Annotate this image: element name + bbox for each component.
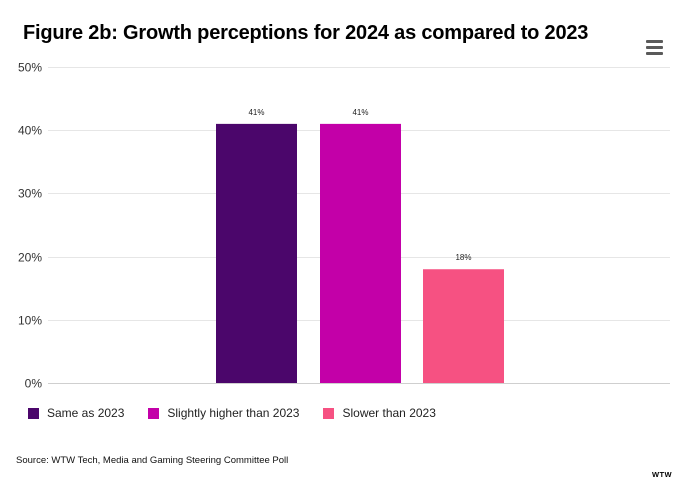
legend-item[interactable]: Slower than 2023 <box>323 406 436 420</box>
hamburger-menu-icon-line <box>646 46 663 49</box>
y-tick-label: 20% <box>18 251 42 265</box>
bar <box>423 269 504 383</box>
y-tick-label: 10% <box>18 314 42 328</box>
data-label: 18% <box>455 253 471 262</box>
y-tick-label: 40% <box>18 124 42 138</box>
legend-label: Slower than 2023 <box>342 406 436 420</box>
legend-swatch <box>323 407 335 419</box>
legend-label: Same as 2023 <box>47 406 125 420</box>
chart-legend: Same as 2023 Slightly higher than 2023 Slo… <box>28 404 460 422</box>
y-tick-label: 50% <box>18 61 42 75</box>
bar-chart: 0% 10% 20% 30% 40% 50% 41% 41% 18% <box>18 61 670 391</box>
hamburger-menu-icon-line <box>646 52 663 55</box>
chart-menu-button[interactable] <box>644 38 666 56</box>
y-tick-label: 30% <box>18 187 42 201</box>
wtw-logo: WTW <box>652 470 672 479</box>
hamburger-menu-icon <box>646 40 663 43</box>
data-label: 41% <box>248 108 264 117</box>
legend-swatch <box>28 407 39 419</box>
legend-swatch <box>148 407 160 419</box>
bar <box>320 123 401 383</box>
source-note: Source: WTW Tech, Media and Gaming Steer… <box>16 455 289 466</box>
chart-title: Figure 2b: Growth perceptions for 2024 a… <box>23 22 589 44</box>
legend-label: Slightly higher than 2023 <box>167 406 300 420</box>
legend-item[interactable]: Same as 2023 <box>28 406 124 420</box>
bar <box>216 123 297 383</box>
y-tick-label: 0% <box>25 377 43 391</box>
legend-item[interactable]: Slightly higher than 2023 <box>148 406 299 420</box>
data-label: 41% <box>352 108 368 117</box>
